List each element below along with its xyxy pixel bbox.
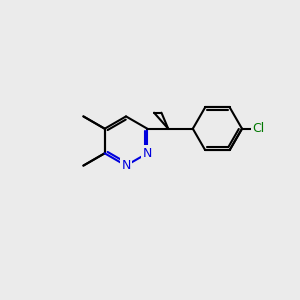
Text: N: N xyxy=(121,159,131,172)
Text: Cl: Cl xyxy=(252,122,265,135)
Text: N: N xyxy=(142,147,152,160)
